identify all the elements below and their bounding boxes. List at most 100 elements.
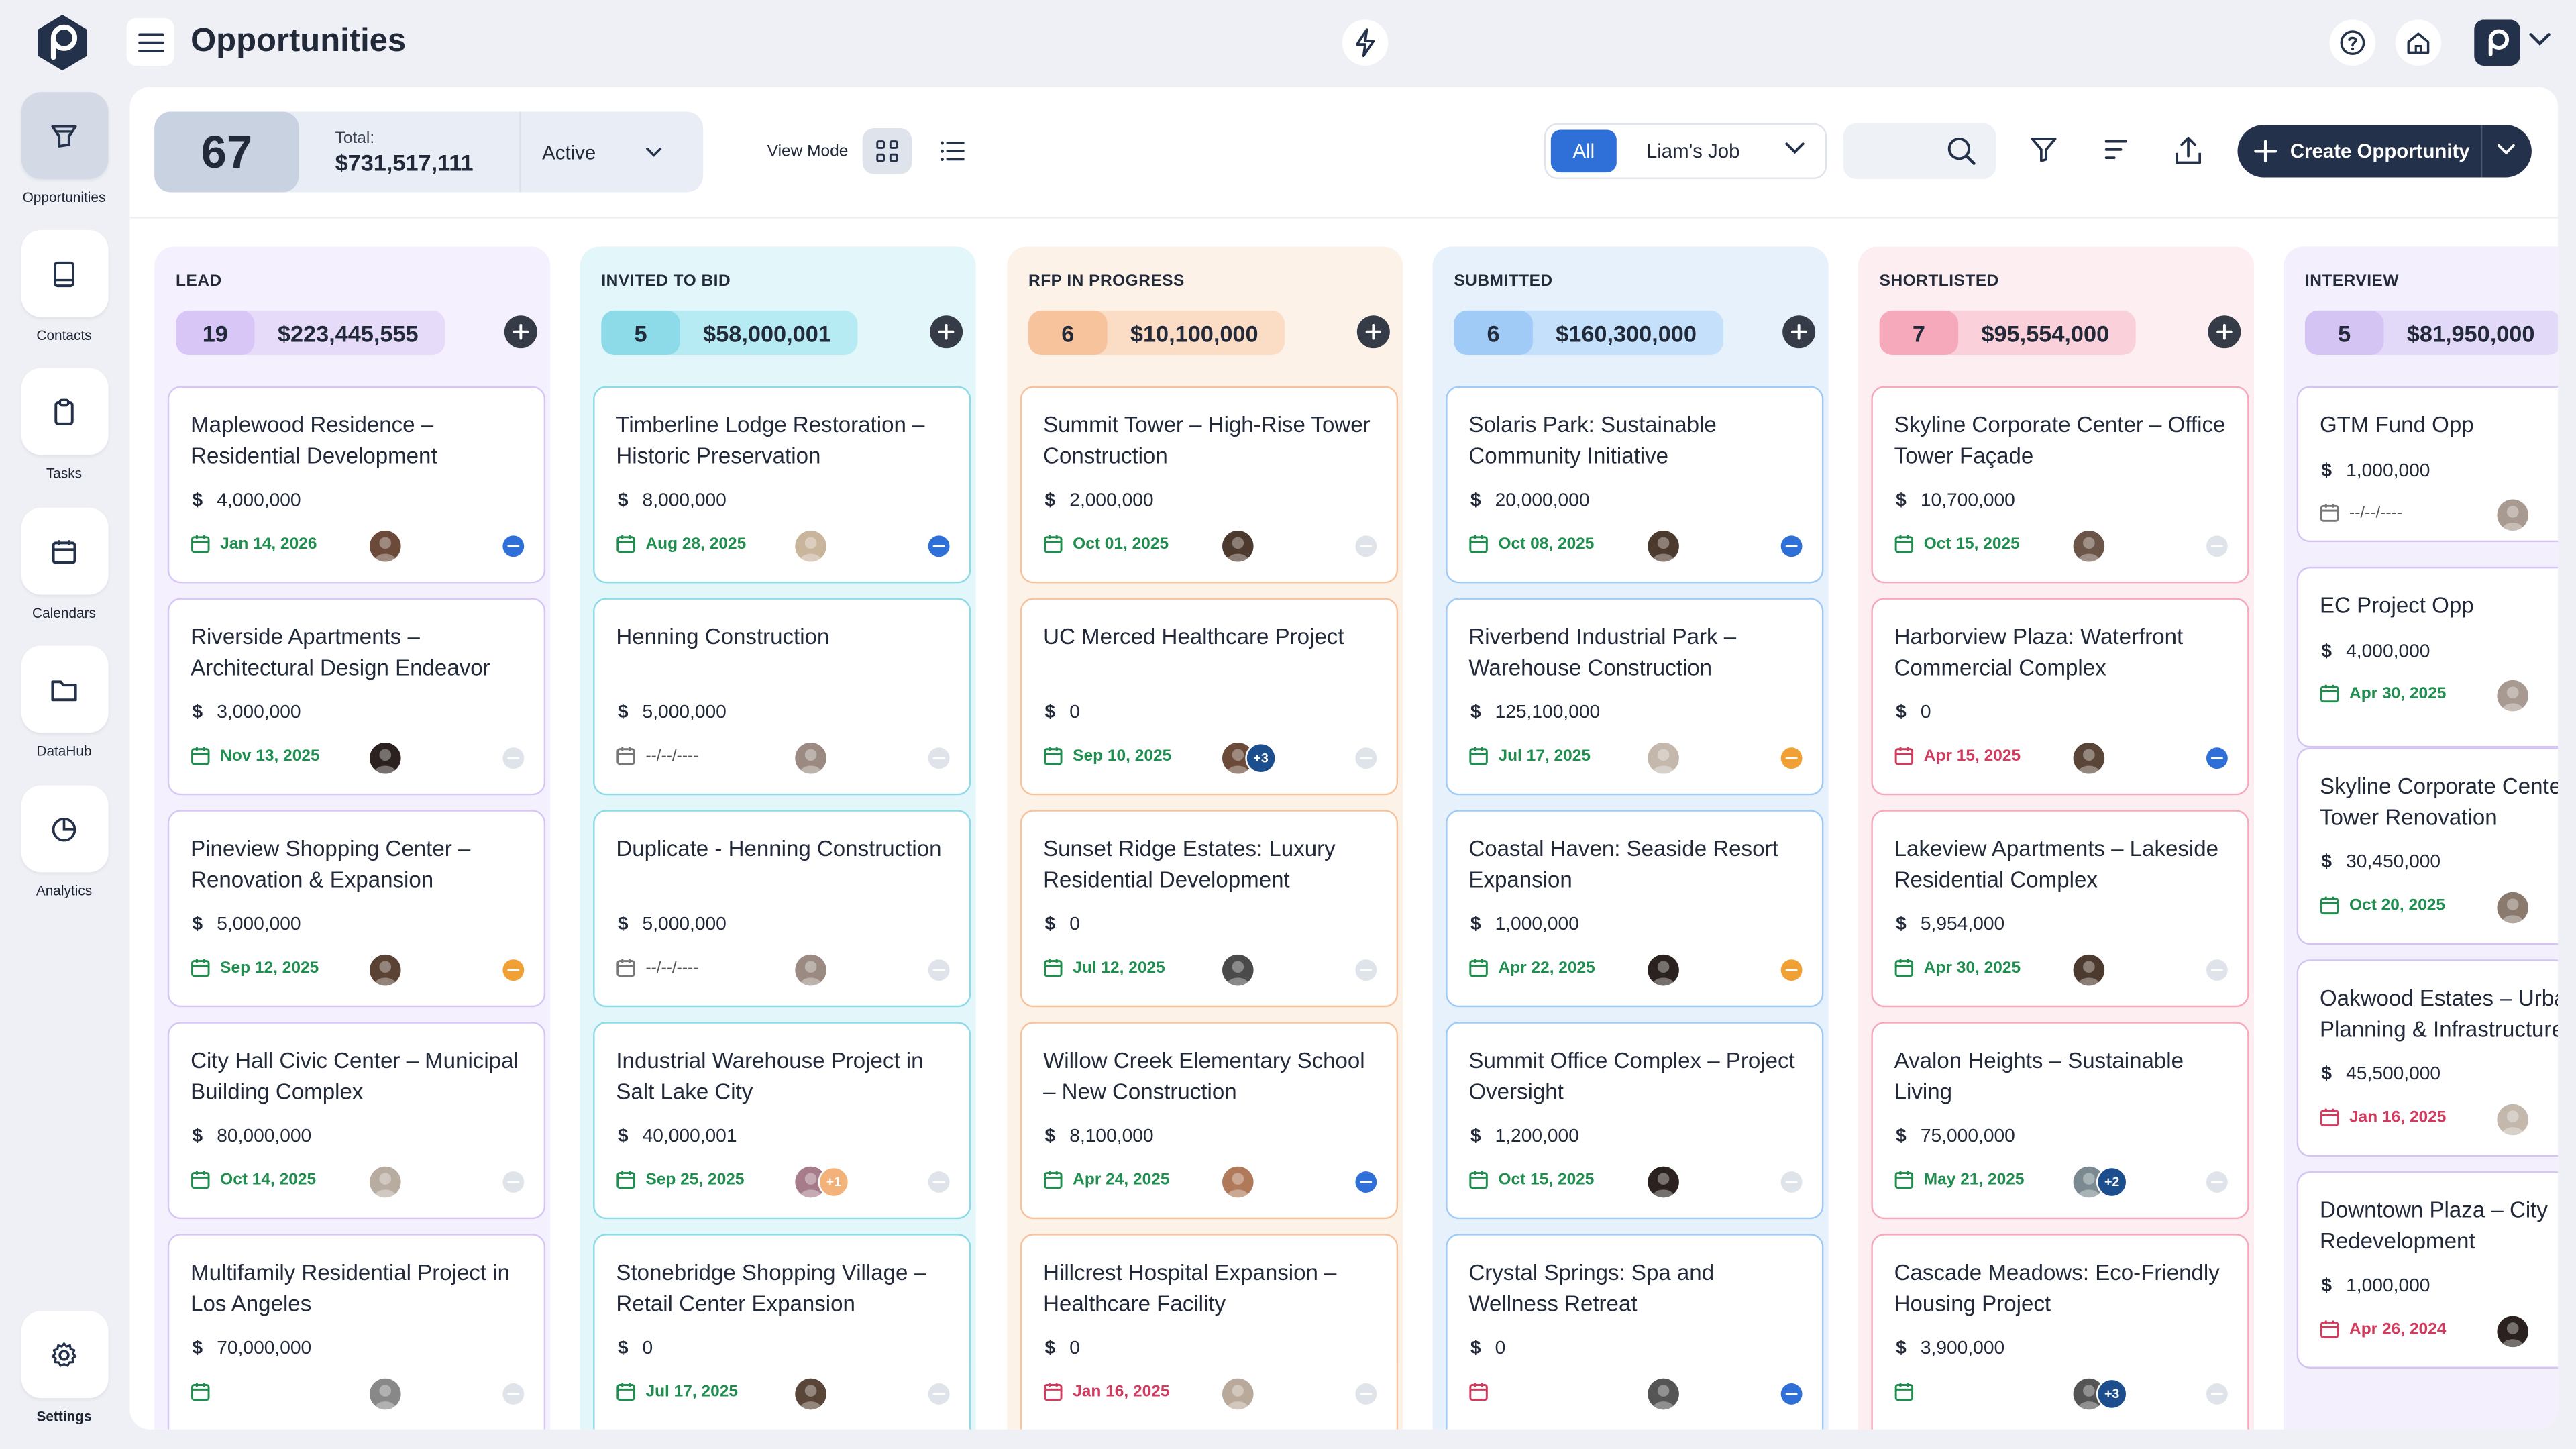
priority-status-icon[interactable] bbox=[2206, 1383, 2228, 1405]
priority-status-icon[interactable] bbox=[2206, 959, 2228, 981]
assignee-avatar[interactable] bbox=[2497, 680, 2528, 712]
opportunity-card[interactable]: Stonebridge Shopping Village – Retail Ce… bbox=[593, 1234, 971, 1430]
priority-status-icon[interactable] bbox=[502, 1383, 525, 1405]
priority-status-icon[interactable] bbox=[502, 535, 525, 557]
sidebar-item-settings[interactable]: Settings bbox=[0, 1311, 128, 1424]
opportunity-card[interactable]: Maplewood Residence – Residential Develo… bbox=[167, 386, 546, 584]
priority-status-icon[interactable] bbox=[928, 747, 950, 769]
priority-status-icon[interactable] bbox=[1355, 747, 1377, 769]
hamburger-menu-button[interactable] bbox=[126, 17, 174, 66]
assignee-avatar[interactable] bbox=[795, 742, 826, 774]
assignee-avatar[interactable] bbox=[1648, 742, 1679, 774]
priority-status-icon[interactable] bbox=[502, 959, 525, 981]
priority-status-icon[interactable] bbox=[2206, 535, 2228, 557]
add-card-button[interactable] bbox=[1356, 315, 1390, 349]
assignee-avatar[interactable] bbox=[2073, 531, 2105, 562]
assignee-avatar[interactable] bbox=[2073, 954, 2105, 986]
priority-status-icon[interactable] bbox=[1355, 1171, 1377, 1193]
priority-status-icon[interactable] bbox=[1780, 535, 1803, 557]
priority-status-icon[interactable] bbox=[1780, 959, 1803, 981]
opportunity-card[interactable]: City Hall Civic Center – Municipal Build… bbox=[167, 1022, 546, 1220]
chevron-down-icon[interactable] bbox=[2528, 32, 2551, 48]
priority-status-icon[interactable] bbox=[928, 535, 950, 557]
opportunity-card[interactable]: Sunset Ridge Estates: Luxury Residential… bbox=[1020, 810, 1399, 1008]
opportunity-card[interactable]: Summit Office Complex – Project Oversigh… bbox=[1446, 1022, 1824, 1220]
sidebar-item-tasks[interactable]: Tasks bbox=[0, 368, 128, 482]
more-assignees-badge[interactable]: +2 bbox=[2096, 1166, 2128, 1198]
assignee-avatar[interactable] bbox=[2497, 892, 2528, 924]
sidebar-item-analytics[interactable]: Analytics bbox=[0, 785, 128, 899]
quick-actions-button[interactable] bbox=[1342, 19, 1389, 66]
chevron-down-icon[interactable] bbox=[2497, 143, 2515, 156]
assignee-avatar[interactable] bbox=[1648, 954, 1679, 986]
search-icon[interactable] bbox=[1947, 136, 1976, 166]
priority-status-icon[interactable] bbox=[1355, 1383, 1377, 1405]
assignee-avatar[interactable] bbox=[795, 954, 826, 986]
priority-status-icon[interactable] bbox=[502, 747, 525, 769]
board-view-button[interactable] bbox=[862, 128, 912, 174]
opportunity-card[interactable]: Riverside Apartments – Architectural Des… bbox=[167, 598, 546, 796]
assignee-avatar[interactable] bbox=[2073, 742, 2105, 774]
assignee-avatar[interactable] bbox=[370, 1378, 401, 1410]
opportunity-card[interactable]: UC Merced Healthcare Project $0 Sep 10, 2… bbox=[1020, 598, 1399, 796]
opportunity-card[interactable]: Downtown Plaza – City Redevelopment $1,0… bbox=[2296, 1171, 2559, 1369]
assignee-avatar[interactable] bbox=[370, 954, 401, 986]
priority-status-icon[interactable] bbox=[928, 1383, 950, 1405]
opportunity-card[interactable]: Solaris Park: Sustainable Community Init… bbox=[1446, 386, 1824, 584]
assignee-avatar[interactable] bbox=[370, 1166, 401, 1198]
assignee-avatar[interactable] bbox=[1648, 1378, 1679, 1410]
home-button[interactable] bbox=[2395, 19, 2442, 66]
opportunity-card[interactable]: Coastal Haven: Seaside Resort Expansion … bbox=[1446, 810, 1824, 1008]
opportunity-card[interactable]: GTM Fund Opp $1,000,000 --/--/---- bbox=[2296, 386, 2559, 543]
assignee-avatar[interactable] bbox=[795, 531, 826, 562]
search-input[interactable] bbox=[1843, 123, 1942, 179]
priority-status-icon[interactable] bbox=[2206, 747, 2228, 769]
assignee-avatar[interactable] bbox=[1222, 1378, 1254, 1410]
opportunity-card[interactable]: EC Project Opp $4,000,000 Apr 30, 2025 bbox=[2296, 566, 2559, 748]
sidebar-item-calendars[interactable]: Calendars bbox=[0, 507, 128, 621]
assignee-avatar[interactable] bbox=[370, 742, 401, 774]
create-opportunity-button[interactable]: Create Opportunity bbox=[2237, 125, 2532, 178]
opportunity-card[interactable]: Avalon Heights – Sustainable Living $75,… bbox=[1871, 1022, 2249, 1220]
opportunity-card[interactable]: Hillcrest Hospital Expansion – Healthcar… bbox=[1020, 1234, 1399, 1430]
opportunity-card[interactable]: Summit Tower – High-Rise Tower Construct… bbox=[1020, 386, 1399, 584]
assignee-avatar[interactable] bbox=[1648, 531, 1679, 562]
sidebar-item-datahub[interactable]: DataHub bbox=[0, 645, 128, 759]
assignee-avatar[interactable] bbox=[1222, 531, 1254, 562]
add-card-button[interactable] bbox=[1782, 315, 1816, 349]
assignee-avatar[interactable] bbox=[2497, 499, 2528, 531]
priority-status-icon[interactable] bbox=[1355, 535, 1377, 557]
opportunity-card[interactable]: Harborview Plaza: Waterfront Commercial … bbox=[1871, 598, 2249, 796]
priority-status-icon[interactable] bbox=[1780, 1383, 1803, 1405]
opportunity-card[interactable]: Skyline Corporate Center – Office Tower … bbox=[1871, 386, 2249, 584]
assignee-avatar[interactable] bbox=[795, 1378, 826, 1410]
opportunity-card[interactable]: Duplicate - Henning Construction $5,000,… bbox=[593, 810, 971, 1008]
priority-status-icon[interactable] bbox=[1780, 1171, 1803, 1193]
add-card-button[interactable] bbox=[930, 315, 963, 349]
more-assignees-badge[interactable]: +3 bbox=[1245, 742, 1277, 774]
assignee-avatar[interactable] bbox=[370, 531, 401, 562]
opportunity-card[interactable]: Lakeview Apartments – Lakeside Residenti… bbox=[1871, 810, 2249, 1008]
opportunity-card[interactable]: Timberline Lodge Restoration – Historic … bbox=[593, 386, 971, 584]
priority-status-icon[interactable] bbox=[928, 1171, 950, 1193]
assignee-avatar[interactable] bbox=[1648, 1166, 1679, 1198]
opportunity-card[interactable]: Oakwood Estates – Urban Planning & Infra… bbox=[2296, 959, 2559, 1157]
assignee-avatar[interactable] bbox=[1222, 954, 1254, 986]
sidebar-item-opportunities[interactable]: Opportunities bbox=[0, 92, 128, 205]
add-card-button[interactable] bbox=[504, 315, 537, 349]
add-card-button[interactable] bbox=[2208, 315, 2241, 349]
more-assignees-badge[interactable]: +3 bbox=[2096, 1378, 2128, 1410]
priority-status-icon[interactable] bbox=[502, 1171, 525, 1193]
assignee-avatar[interactable] bbox=[2497, 1104, 2528, 1136]
priority-status-icon[interactable] bbox=[2206, 1171, 2228, 1193]
filter-icon[interactable] bbox=[2029, 135, 2058, 164]
sort-icon[interactable] bbox=[2103, 135, 2129, 164]
filter-all-button[interactable]: All bbox=[1550, 129, 1617, 173]
list-view-button[interactable] bbox=[928, 128, 977, 174]
export-icon[interactable] bbox=[2174, 135, 2203, 166]
opportunity-card[interactable]: Skyline Corporate Center – Office Tower … bbox=[2296, 747, 2559, 945]
assignee-avatar[interactable] bbox=[1222, 1166, 1254, 1198]
app-logo-icon[interactable] bbox=[33, 13, 92, 72]
status-dropdown[interactable]: Active bbox=[542, 112, 661, 193]
opportunity-card[interactable]: Industrial Warehouse Project in Salt Lak… bbox=[593, 1022, 971, 1220]
